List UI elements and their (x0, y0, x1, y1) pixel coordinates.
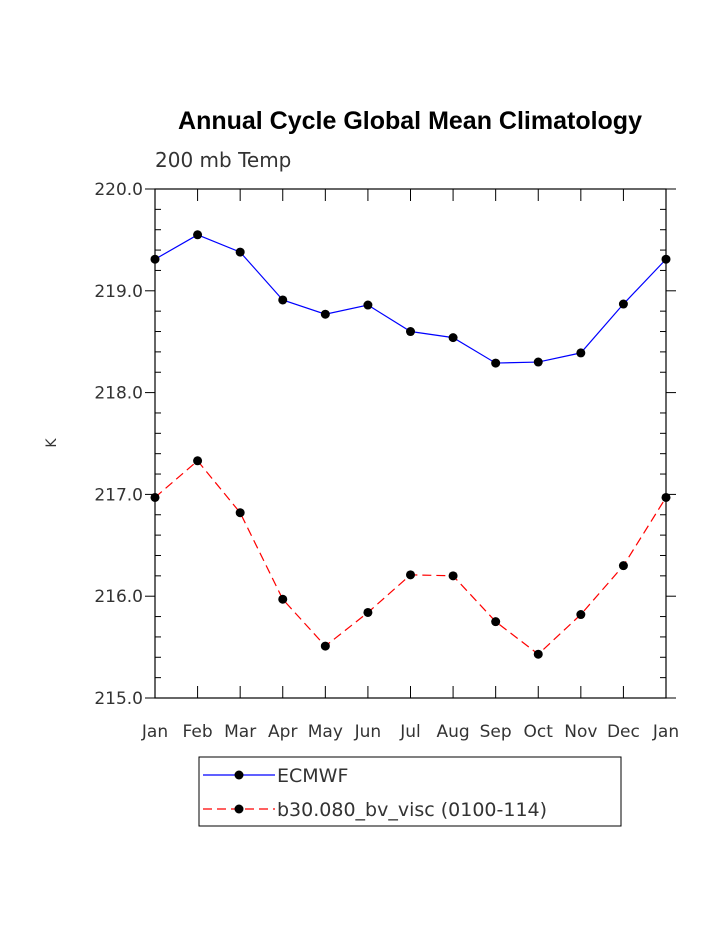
data-point (618, 561, 628, 571)
x-tick-label: Feb (183, 722, 213, 742)
legend-label-1: ECMWF (277, 765, 348, 787)
x-tick-label: Jan (652, 722, 679, 742)
y-tick-label: 220.0 (94, 180, 143, 200)
y-tick-label: 216.0 (94, 587, 143, 607)
y-tick-labels: 215.0 216.0 217.0 218.0 219.0 220.0 (94, 180, 143, 709)
data-point (363, 300, 373, 310)
x-tick-label: Aug (436, 722, 469, 742)
data-point (406, 570, 415, 580)
x-tick-label: Nov (564, 722, 597, 742)
data-point (363, 607, 373, 617)
chart-title: Annual Cycle Global Mean Climatology (178, 107, 642, 135)
data-point (320, 641, 330, 651)
chart-subtitle: 200 mb Temp (155, 148, 291, 172)
data-point (491, 358, 501, 368)
legend: ECMWF b30.080_bv_visc (0100-114) (203, 765, 547, 821)
x-tick-label: May (308, 722, 343, 742)
plot-frame (154, 188, 667, 699)
data-point (406, 327, 415, 337)
y-tick-label: 218.0 (94, 384, 143, 404)
y-axis-label: K (44, 438, 60, 448)
axis-ticks (145, 188, 676, 699)
legend-marker-1 (234, 770, 244, 780)
x-tick-label: Jun (354, 722, 382, 742)
x-tick-label: Jul (399, 722, 421, 742)
series-line-1 (154, 234, 667, 364)
data-point (150, 254, 160, 264)
data-point (661, 254, 671, 264)
x-tick-label: Mar (224, 722, 256, 742)
data-point (193, 230, 203, 240)
x-tick-label: Dec (607, 722, 640, 742)
y-tick-label: 219.0 (94, 282, 143, 302)
data-point (661, 492, 671, 502)
data-point (448, 333, 458, 343)
y-tick-label: 217.0 (94, 485, 143, 505)
data-point (278, 295, 288, 305)
data-point (235, 508, 245, 518)
data-point (491, 617, 501, 627)
x-tick-label: Jan (141, 722, 168, 742)
legend-box (198, 756, 622, 827)
legend-label-2: b30.080_bv_visc (0100-114) (277, 799, 547, 821)
y-tick-label: 215.0 (94, 689, 143, 709)
data-point (278, 594, 288, 604)
data-point (448, 571, 458, 581)
x-tick-label: Oct (524, 722, 554, 742)
data-point (235, 247, 245, 257)
data-point (320, 309, 330, 319)
x-tick-label: Sep (480, 722, 512, 742)
data-point (576, 348, 586, 358)
data-point (576, 610, 586, 620)
x-tick-labels: Jan Feb Mar Apr May Jun Jul Aug Sep Oct Nov Dec Jan (141, 722, 679, 742)
series-layer (150, 230, 671, 659)
legend-marker-2 (234, 804, 244, 814)
data-point (618, 299, 628, 309)
data-point (150, 492, 160, 502)
data-point (533, 357, 543, 367)
data-point (533, 649, 543, 659)
x-tick-label: Apr (268, 722, 297, 742)
data-point (193, 456, 203, 466)
series-line-2 (154, 459, 667, 656)
